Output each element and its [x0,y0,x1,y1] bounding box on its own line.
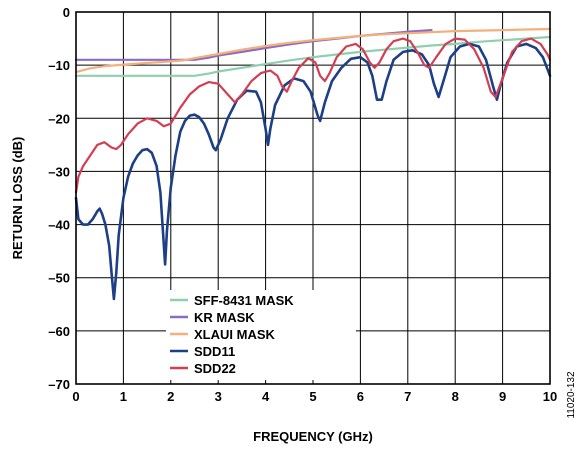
y-tick-label-2: –20 [48,111,70,126]
x-tick-label-10: 10 [543,389,557,404]
series-line-xlaui-mask [74,27,552,74]
legend-label-sdd11: SDD11 [194,344,235,359]
legend-label-kr-mask: KR MASK [194,310,255,325]
legend-label-xlaui-mask: XLAUI MASK [194,327,276,342]
tick-labels: 0 1 2 3 4 5 6 7 8 9 10 0 –10 –20 –30 –40 –50 –60 –70 [48,5,557,404]
series-line-sdd22 [74,37,552,194]
x-tick-label-7: 7 [404,389,411,404]
x-tick-label-8: 8 [452,389,459,404]
x-tick-label-1: 1 [120,389,127,404]
x-tick-label-5: 5 [309,389,316,404]
y-tick-label-4: –40 [48,218,70,233]
legend: SFF-8431 MASK KR MASK XLAUI MASK SDD11 SDD22 [166,290,356,380]
y-tick-label-0: 0 [63,5,70,20]
x-tick-label-0: 0 [72,389,79,404]
y-tick-label-5: –50 [48,271,70,286]
figure-id: 11020-132 [566,371,577,419]
x-tick-label-3: 3 [215,389,222,404]
y-tick-label-7: –70 [48,377,70,392]
series-layer [74,27,552,301]
legend-label-sdd22: SDD22 [194,361,236,376]
y-tick-label-6: –60 [48,324,70,339]
x-tick-label-6: 6 [357,389,364,404]
x-tick-label-4: 4 [262,389,270,404]
x-tick-label-9: 9 [499,389,506,404]
legend-background [166,290,356,380]
legend-label-sff-8431-mask: SFF-8431 MASK [194,293,294,308]
y-axis-title: RETURN LOSS (dB) [10,137,25,260]
series-line-sdd11 [74,42,552,301]
plot-frame [75,11,551,385]
x-axis-title: FREQUENCY (GHz) [253,429,373,444]
y-tick-label-1: –10 [48,58,70,73]
x-tick-label-2: 2 [167,389,174,404]
y-tick-label-3: –30 [48,164,70,179]
